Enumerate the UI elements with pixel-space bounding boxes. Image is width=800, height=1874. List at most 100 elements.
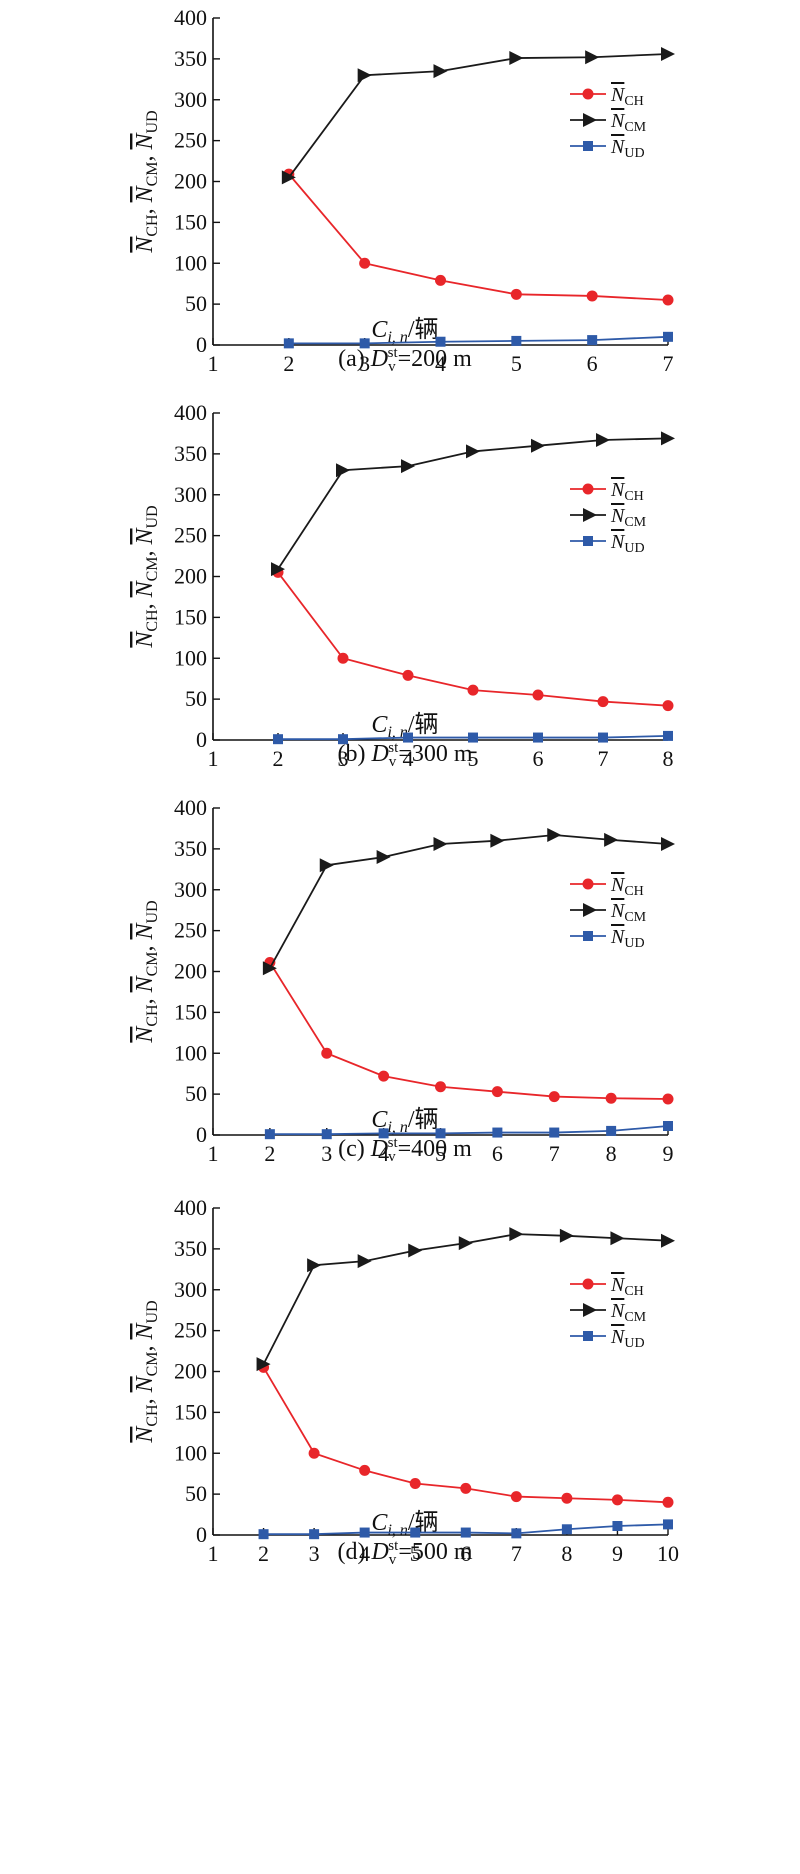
data-point [357, 68, 372, 83]
legend-marker [583, 931, 593, 941]
x-tick-label: 4 [359, 1541, 370, 1566]
data-point [511, 335, 522, 346]
data-point [264, 1129, 275, 1140]
x-tick-label: 9 [612, 1541, 623, 1566]
series-line-circle [262, 1366, 669, 1504]
data-point [605, 1092, 617, 1104]
x-tick-label: 10 [657, 1541, 679, 1566]
data-point [510, 288, 522, 300]
data-point [663, 730, 673, 741]
series-line-circle [288, 173, 669, 301]
series-line-circle [269, 962, 669, 1100]
y-tick-label: 350 [174, 441, 207, 466]
data-point [604, 832, 619, 847]
data-point [357, 1254, 372, 1269]
panel-caption: (c) Dvst=400 m [338, 1135, 472, 1165]
series-line-triangle-right [262, 1233, 669, 1365]
y-tick-label: 300 [174, 1277, 207, 1302]
data-point [596, 432, 610, 447]
data-point [338, 734, 348, 745]
y-tick-label: 150 [174, 999, 207, 1024]
legend-label: NCM [610, 1300, 647, 1325]
y-tick-label: 400 [174, 795, 207, 820]
x-tick-label: 6 [587, 351, 598, 376]
data-point [378, 1070, 390, 1082]
data-point [309, 1529, 320, 1540]
x-tick-label: 3 [338, 746, 349, 771]
data-point [531, 438, 545, 453]
data-point [662, 1496, 674, 1508]
data-point [598, 732, 608, 743]
legend-marker [583, 113, 597, 127]
data-point [509, 1227, 524, 1242]
data-point [468, 732, 478, 743]
x-tick-label: 7 [663, 351, 674, 376]
data-point [435, 1081, 446, 1093]
legend-label: NUD [610, 926, 645, 951]
series-line-triangle-right [269, 834, 669, 969]
data-point [661, 431, 675, 446]
x-tick-label: 8 [561, 1541, 572, 1566]
data-point [321, 1129, 332, 1140]
x-tick-label: 3 [309, 1541, 320, 1566]
y-tick-label: 400 [174, 1195, 207, 1220]
x-tick-label: 2 [273, 746, 284, 771]
x-tick-label: 5 [511, 351, 522, 376]
legend-marker [583, 903, 597, 917]
x-tick-label: 3 [359, 351, 370, 376]
data-point [402, 669, 414, 681]
data-point [606, 1125, 617, 1136]
chart-panel-a: 0 50 100 150 200 250 300 350 400 1 2 3 4 5 6 7 NCH, NCM,… [132, 5, 675, 376]
y-tick-label: 200 [174, 564, 207, 589]
legend-label: NUD [610, 531, 645, 556]
y-tick-label: 100 [174, 1040, 207, 1065]
panel-caption: (d) Dvst=500 m [337, 1538, 472, 1568]
data-point [466, 444, 480, 459]
y-tick-label: 150 [174, 604, 207, 629]
data-point [548, 1091, 560, 1103]
data-point [359, 1464, 371, 1476]
legend-label: NCH [610, 1274, 644, 1299]
y-tick-label: 50 [185, 291, 207, 316]
x-tick-label: 4 [435, 351, 446, 376]
x-tick-label: 1 [208, 1541, 219, 1566]
legend-marker [582, 1278, 594, 1290]
data-point [409, 1477, 421, 1489]
data-point [662, 294, 674, 306]
data-point [337, 652, 349, 664]
x-tick-label: 2 [283, 351, 294, 376]
data-point [359, 338, 370, 349]
legend-label: NUD [610, 136, 645, 161]
chart-panel-c: 0 50 100 150 200 250 300 350 400 1 2 3 4 5 6 7 8 9 NCH, NC… [132, 795, 675, 1166]
data-point [663, 1519, 673, 1530]
x-tick-label: 1 [208, 1141, 219, 1166]
x-tick-label: 1 [208, 746, 219, 771]
x-tick-label: 8 [606, 1141, 617, 1166]
y-tick-label: 100 [174, 1440, 207, 1465]
data-point [435, 336, 446, 347]
data-point [410, 1527, 421, 1538]
series-line-triangle-right [288, 53, 669, 178]
chart-panel-d: 0 50 100 150 200 250 300 350 400 1 2 3 4 5 6 7 8 9 10 NCH, … [132, 1195, 679, 1568]
data-point [256, 1357, 271, 1372]
data-point [271, 562, 285, 577]
y-tick-label: 0 [196, 1122, 207, 1147]
data-point [662, 700, 674, 712]
data-point [491, 1086, 503, 1098]
y-tick-label: 0 [196, 727, 207, 752]
data-point [408, 1243, 423, 1258]
x-tick-label: 9 [663, 1141, 674, 1166]
y-tick-label: 350 [174, 836, 207, 861]
y-tick-label: 200 [174, 169, 207, 194]
series-line-square [288, 335, 669, 345]
data-point [378, 1128, 389, 1139]
series-line-square [269, 1125, 669, 1136]
y-tick-label: 100 [174, 250, 207, 275]
data-point [661, 46, 675, 61]
data-point [467, 684, 479, 696]
x-tick-label: 7 [511, 1541, 522, 1566]
legend-label: NCM [610, 505, 647, 530]
y-tick-label: 50 [185, 1481, 207, 1506]
